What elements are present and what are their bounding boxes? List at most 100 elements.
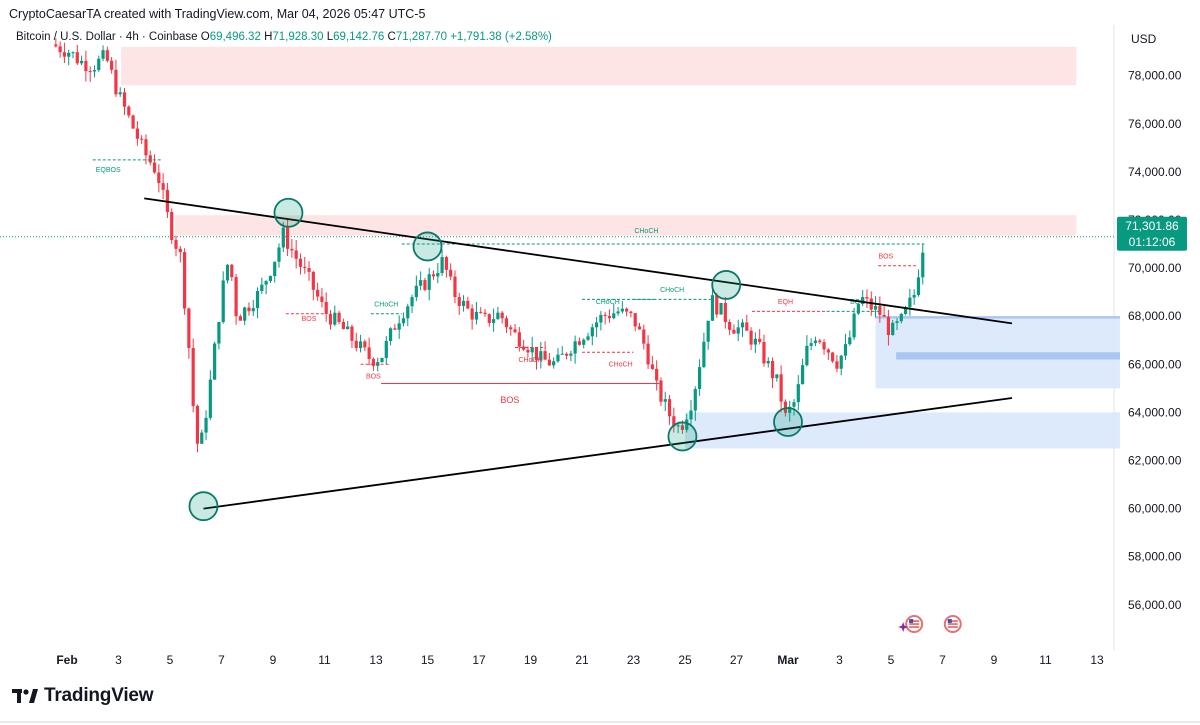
event-flag-canton — [947, 619, 952, 624]
candle-up — [556, 354, 560, 362]
candle-down — [680, 425, 685, 430]
high-value: 71,928.30 — [272, 31, 324, 43]
candle-down — [543, 351, 547, 360]
candle-down — [230, 264, 234, 278]
price-tick-label: 74,000.00 — [1128, 165, 1182, 179]
candle-down — [723, 302, 727, 323]
candle-down — [152, 162, 157, 173]
candle-down — [88, 71, 92, 73]
candle-down — [114, 69, 118, 95]
candle-down — [646, 343, 650, 365]
candle-up — [921, 252, 925, 278]
touch-circle-5 — [773, 407, 803, 437]
candle-down — [84, 60, 88, 72]
time-tick-label: 5 — [167, 653, 174, 667]
structure-label-2: CHoCH — [374, 302, 398, 309]
time-tick-label: 9 — [270, 653, 277, 667]
tradingview-logo-icon — [12, 689, 38, 703]
structure-label-3: BOS — [366, 374, 381, 381]
high-label: H — [264, 31, 273, 43]
candle-down — [195, 405, 200, 444]
time-tick-label: 19 — [524, 653, 538, 667]
candle-down — [457, 297, 461, 306]
candle-up — [388, 328, 393, 341]
event-flag-canton — [909, 619, 914, 624]
candle-down — [363, 341, 367, 348]
candle-up — [839, 355, 843, 369]
candle-up — [560, 353, 564, 355]
candle-up — [225, 264, 230, 281]
structure-label-1: BOS — [302, 316, 317, 323]
currency-label[interactable]: USD — [1131, 32, 1157, 46]
touch-circle-2 — [412, 231, 443, 262]
candle-up — [848, 337, 852, 345]
candle-down — [728, 322, 732, 330]
descending-resistance-trendline — [144, 197, 1013, 325]
time-tick-label: 23 — [627, 653, 641, 667]
candle-down — [659, 380, 663, 402]
candle-down — [878, 305, 882, 315]
candle-up — [79, 60, 84, 64]
supply-zone-0 — [121, 46, 1077, 86]
time-tick-label: Mar — [777, 653, 799, 667]
candle-down — [127, 106, 131, 116]
candle-up — [552, 361, 556, 366]
candle-down — [637, 326, 642, 330]
candle-down — [826, 349, 830, 353]
candle-up — [843, 344, 848, 356]
candle-up — [491, 319, 496, 323]
price-tick-label: 76,000.00 — [1128, 117, 1182, 131]
candle-down — [865, 297, 869, 299]
candle-up — [414, 285, 418, 298]
candle-up — [496, 312, 500, 320]
candle-up — [590, 327, 594, 337]
candle-up — [573, 341, 577, 354]
candle-up — [410, 297, 414, 307]
time-tick-label: 7 — [218, 653, 225, 667]
candle-up — [71, 52, 75, 54]
structure-label-9: EQH — [778, 299, 793, 306]
time-tick-label: 17 — [472, 653, 486, 667]
time-tick-label: 13 — [1090, 653, 1104, 667]
time-tick-label: 13 — [369, 653, 383, 667]
candle-up — [221, 280, 225, 323]
time-tick-label: Feb — [56, 653, 77, 667]
bar-countdown: 01:12:06 — [1129, 235, 1176, 249]
candle-down — [320, 296, 324, 302]
price-tick-label: 78,000.00 — [1128, 69, 1182, 83]
candle-down — [294, 250, 298, 259]
price-tick-label: 64,000.00 — [1128, 405, 1182, 419]
touch-circle-3 — [667, 421, 698, 452]
candle-up — [200, 432, 204, 444]
candle-down — [835, 361, 839, 369]
candle-up — [719, 302, 723, 315]
candle-up — [101, 50, 105, 59]
candle-down — [285, 227, 290, 249]
symbol-name[interactable]: Bitcoin / U.S. Dollar · 4h · Coinbase — [16, 31, 198, 43]
candle-down — [526, 349, 530, 353]
candle-up — [676, 425, 680, 427]
open-value: 69,496.32 — [209, 31, 261, 43]
candle-down — [783, 401, 788, 413]
candle-up — [736, 327, 740, 334]
candle-up — [569, 353, 573, 356]
candle-down — [672, 416, 676, 427]
tradingview-logo[interactable]: TradingView — [12, 685, 154, 707]
candle-down — [762, 341, 766, 364]
candle-up — [586, 336, 590, 340]
candle-down — [732, 329, 736, 334]
candle-down — [749, 330, 753, 345]
candle-down — [247, 307, 251, 312]
candle-down — [534, 347, 539, 361]
candle-up — [775, 374, 779, 379]
candle-down — [869, 298, 873, 310]
candle-up — [689, 410, 693, 420]
candle-up — [693, 388, 697, 411]
price-tick-label: 70,000.00 — [1128, 261, 1182, 275]
candle-up — [281, 227, 285, 248]
candle-up — [873, 305, 878, 310]
candle-up — [346, 326, 350, 330]
candle-down — [135, 128, 139, 139]
candle-up — [474, 311, 479, 320]
